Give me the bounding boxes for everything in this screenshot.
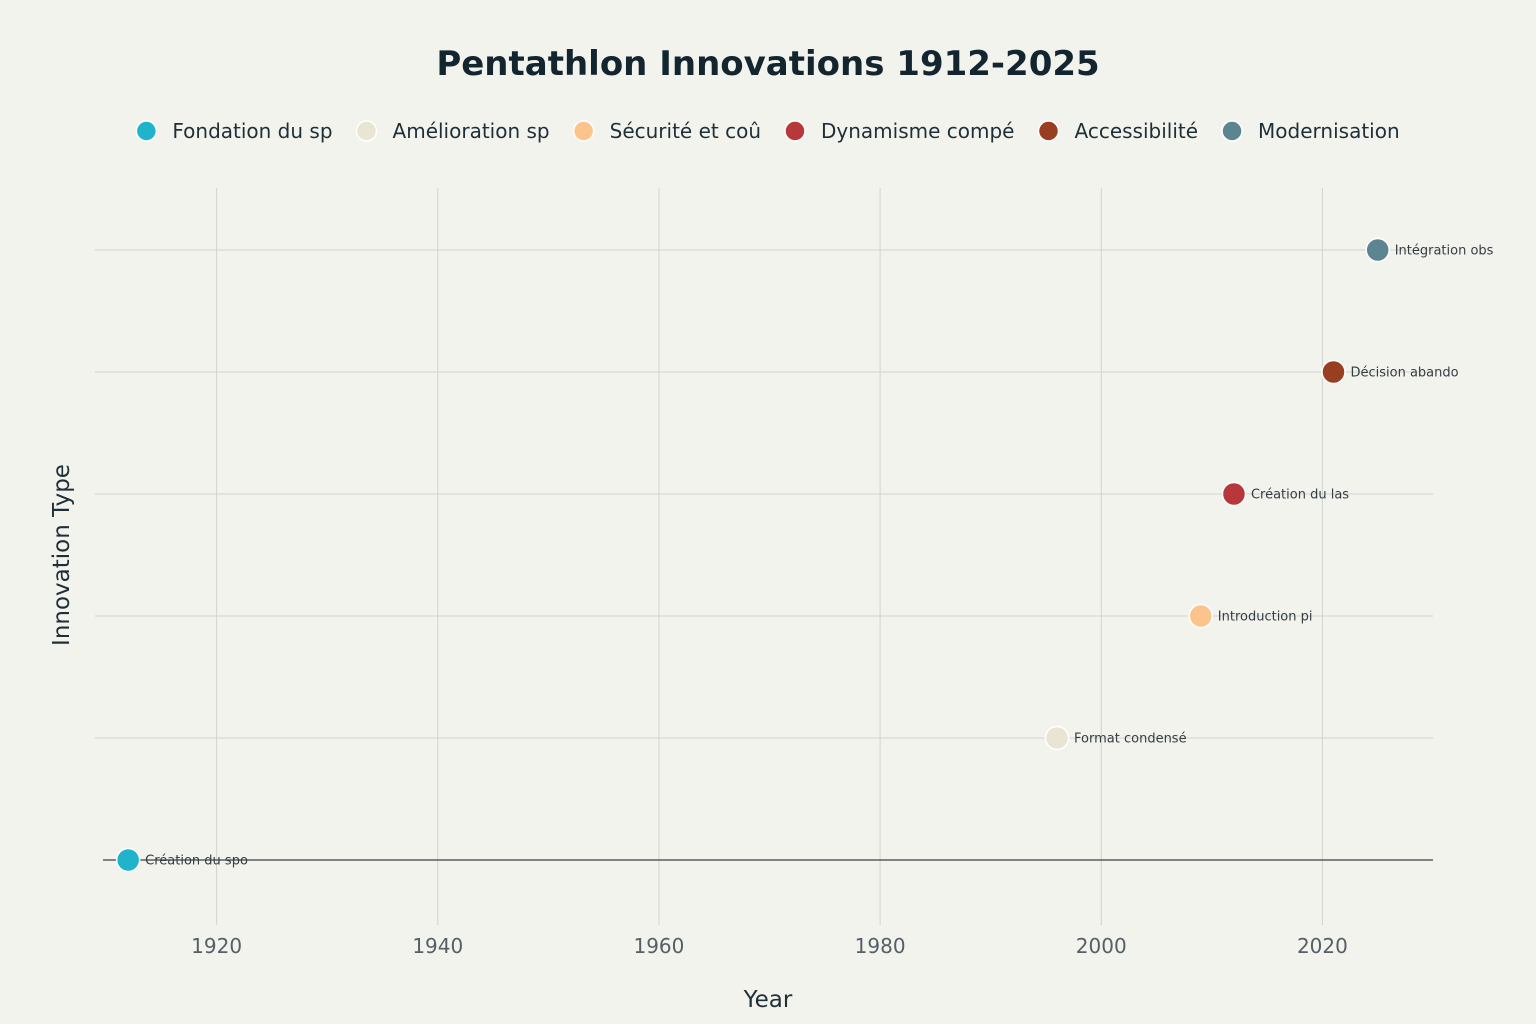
x-tick-label-2020: 2020 bbox=[1297, 934, 1348, 958]
data-label-2: Format condensé bbox=[1074, 732, 1187, 747]
legend-item-4[interactable]: Dynamisme compé bbox=[784, 119, 1015, 143]
x-tick-label-2000: 2000 bbox=[1076, 934, 1127, 958]
legend: Fondation du sp Amélioration sp Sécurité e… bbox=[135, 119, 1400, 143]
x-axis-title: Year bbox=[743, 987, 793, 1013]
legend-item-1[interactable]: Fondation du sp bbox=[135, 119, 333, 143]
data-label-6: Intégration obs bbox=[1395, 244, 1494, 259]
data-point-2[interactable] bbox=[1044, 725, 1070, 751]
data-point-6[interactable] bbox=[1365, 237, 1390, 263]
legend-marker-3 bbox=[572, 120, 595, 142]
data-point-3[interactable] bbox=[1188, 603, 1214, 629]
y-axis-title: Innovation Type bbox=[49, 464, 75, 646]
data-point-1[interactable] bbox=[115, 847, 141, 873]
legend-label-5: Accessibilité bbox=[1075, 119, 1199, 143]
legend-marker-1 bbox=[135, 120, 158, 142]
grid bbox=[95, 188, 1433, 925]
data-label-5: Décision abando bbox=[1350, 366, 1458, 381]
legend-marker-5 bbox=[1037, 120, 1060, 142]
legend-item-5[interactable]: Accessibilité bbox=[1037, 119, 1199, 143]
legend-label-2: Amélioration sp bbox=[393, 119, 550, 143]
x-tick-label-1980: 1980 bbox=[855, 934, 906, 958]
legend-marker-2 bbox=[355, 120, 378, 142]
data-points: Création du spo Format condensé Introducti… bbox=[115, 237, 1494, 873]
data-label-3: Introduction pi bbox=[1218, 610, 1313, 625]
data-point-4[interactable] bbox=[1221, 481, 1247, 507]
data-label-4: Création du las bbox=[1251, 488, 1349, 503]
legend-label-6: Modernisation bbox=[1258, 119, 1400, 143]
legend-item-3[interactable]: Sécurité et coû bbox=[572, 119, 761, 143]
x-axis-ticks: 1920 1940 1960 1980 2000 2020 bbox=[191, 934, 1348, 958]
legend-marker-6 bbox=[1221, 120, 1243, 142]
x-tick-label-1960: 1960 bbox=[633, 934, 684, 958]
legend-label-4: Dynamisme compé bbox=[821, 119, 1015, 143]
data-label-1: Création du spo bbox=[145, 854, 248, 869]
legend-label-1: Fondation du sp bbox=[172, 119, 332, 143]
legend-item-2[interactable]: Amélioration sp bbox=[355, 119, 550, 143]
data-point-5[interactable] bbox=[1321, 359, 1346, 385]
chart-title: Pentathlon Innovations 1912-2025 bbox=[436, 44, 1099, 84]
legend-label-3: Sécurité et coû bbox=[610, 119, 761, 143]
legend-item-6[interactable]: Modernisation bbox=[1221, 119, 1400, 143]
x-tick-label-1920: 1920 bbox=[191, 934, 242, 958]
legend-marker-4 bbox=[784, 120, 806, 142]
x-tick-label-1940: 1940 bbox=[412, 934, 463, 958]
